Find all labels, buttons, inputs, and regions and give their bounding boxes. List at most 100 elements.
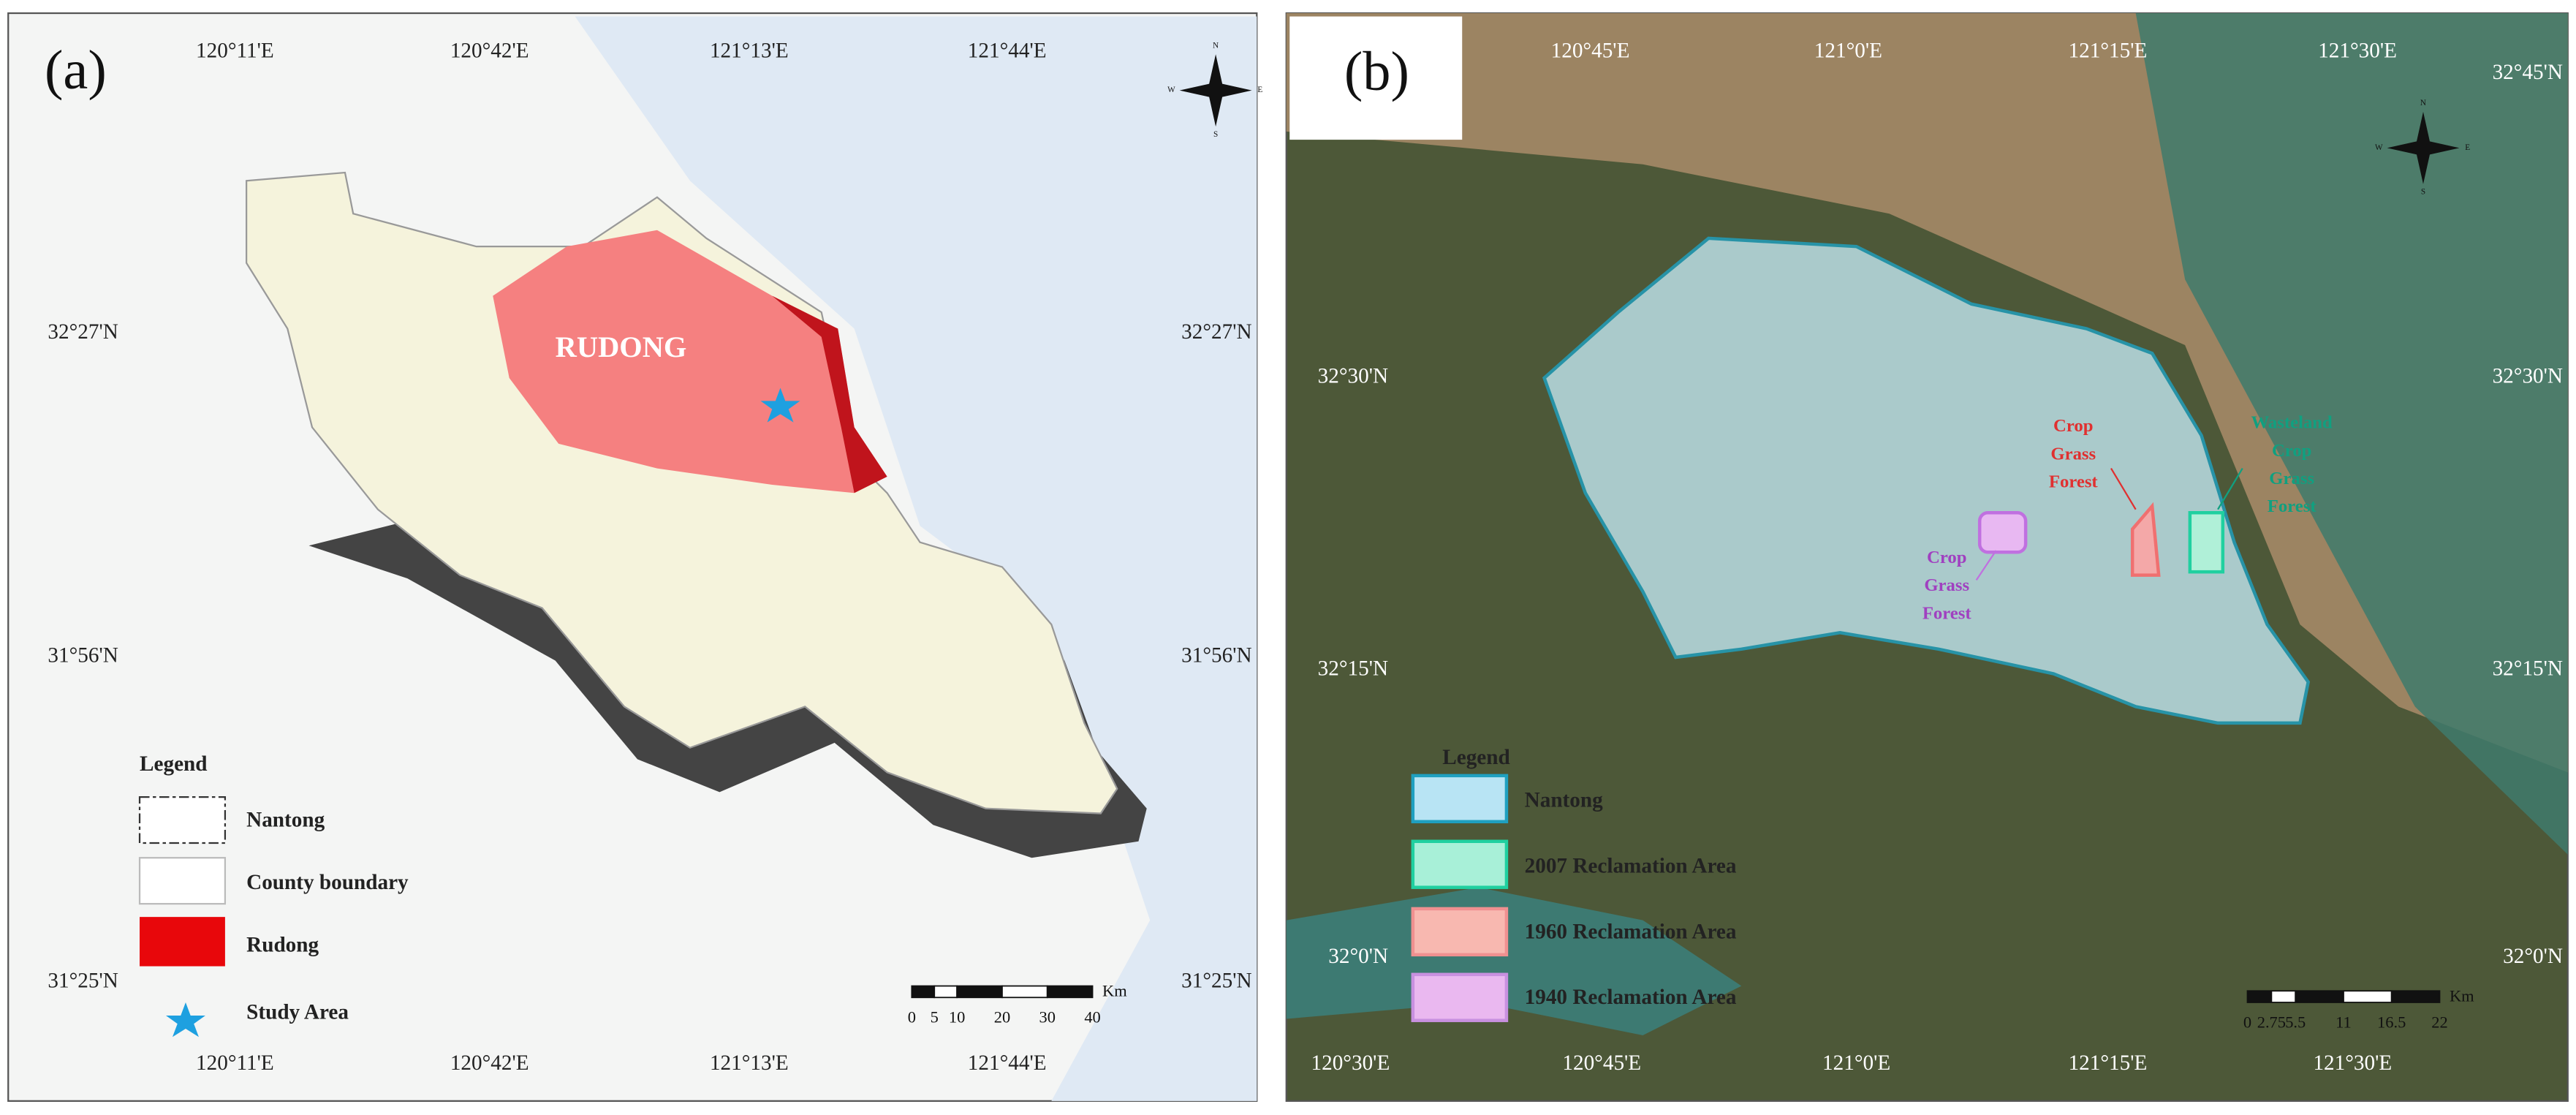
scale-segment — [2295, 990, 2344, 1003]
reclamation-1960 — [2130, 502, 2161, 577]
coord-label: 121°30'E — [2313, 1051, 2392, 1075]
coord-label: 32°15'N — [2493, 657, 2563, 681]
coord-label: 32°27'N — [1181, 320, 1251, 344]
compass-letter: N — [2420, 99, 2426, 107]
scale-segment — [1046, 985, 1094, 999]
coord-label: 32°45'N — [2493, 61, 2563, 84]
legend-swatch — [1411, 972, 1509, 1022]
scale-label: 16.5 — [2377, 1013, 2406, 1031]
annotation: Grass — [2269, 469, 2314, 488]
legend-item: Nantong — [1525, 789, 1604, 812]
legend-item: County boundary — [246, 871, 409, 894]
coord-label: 121°15'E — [2069, 39, 2148, 63]
sea — [2135, 13, 2568, 855]
scale-segment — [911, 985, 936, 999]
compass-letter: S — [1213, 130, 1218, 139]
legend-item: 1940 Reclamation Area — [1525, 986, 1737, 1009]
annotation: Grass — [1924, 575, 1969, 595]
scale-segment — [2246, 990, 2273, 1003]
scale-unit: Km — [1102, 982, 1127, 1000]
panel-label-box — [1289, 16, 1463, 140]
coord-label: 32°0'N — [2503, 945, 2563, 968]
compass — [2387, 111, 2460, 184]
annotation: Crop — [1927, 548, 1966, 567]
coord-label: 121°44'E — [968, 39, 1047, 63]
coord-label: 31°25'N — [48, 970, 118, 993]
coord-label: 31°25'N — [1181, 970, 1251, 993]
scale-unit: Km — [2450, 986, 2474, 1005]
study-area — [760, 388, 800, 423]
scale-label: 11 — [2336, 1013, 2352, 1031]
legend-item: 2007 Reclamation Area — [1525, 854, 1737, 877]
legend-item: Rudong — [246, 933, 319, 956]
reclamation-1940 — [1977, 511, 2028, 554]
legend-swatch — [165, 1002, 205, 1037]
scale-segment — [2343, 990, 2393, 1003]
coord-label: 121°13'E — [710, 1051, 789, 1075]
coord-label: 32°0'N — [1328, 945, 1388, 968]
legend-item: Nantong — [246, 808, 325, 831]
coord-label: 121°44'E — [968, 1051, 1047, 1075]
scale-segment — [2270, 990, 2297, 1003]
sea — [575, 16, 1257, 1101]
scale-segment — [1001, 985, 1048, 999]
legend-title: Legend — [1442, 746, 1510, 769]
compass-letter: W — [2375, 143, 2383, 152]
legend-swatch — [138, 857, 227, 905]
coord-label: 121°0'E — [1822, 1051, 1890, 1075]
compass-letter: N — [1213, 42, 1219, 50]
panel-label: (b) — [1344, 40, 1409, 102]
reclamation-2007 — [2188, 511, 2225, 574]
nantong-region — [1542, 236, 2311, 725]
legend-swatch — [138, 795, 227, 844]
coord-label: 31°56'N — [1181, 644, 1251, 668]
annotation: Crop — [2053, 416, 2093, 436]
scale-label: 30 — [1039, 1008, 1056, 1027]
annotation: Forest — [2049, 472, 2099, 491]
legend-swatch — [1411, 907, 1509, 957]
scale-label: 22 — [2431, 1013, 2447, 1031]
coord-label: 120°11'E — [196, 39, 274, 63]
nantong-land — [245, 171, 1118, 814]
coord-label: 121°30'E — [2318, 39, 2397, 63]
river — [1286, 887, 1742, 1035]
legend-title: Legend — [140, 752, 208, 776]
scale-label: 2.75 — [2257, 1013, 2286, 1031]
leader — [2110, 467, 2137, 510]
coord-label: 121°15'E — [2069, 1051, 2148, 1075]
compass-letter: E — [1257, 86, 1262, 94]
coord-label: 120°42'E — [450, 1051, 529, 1075]
region-label: RUDONG — [556, 330, 687, 363]
scale-label: 5.5 — [2285, 1013, 2306, 1031]
panel-label: (a) — [45, 39, 107, 101]
coord-label: 120°42'E — [450, 39, 529, 63]
scale-label: 5 — [931, 1008, 939, 1027]
scale-label: 0 — [2243, 1013, 2251, 1031]
rudong-coast — [772, 295, 887, 494]
compass-letter: E — [2465, 143, 2470, 152]
coord-label: 120°45'E — [1551, 39, 1630, 63]
coord-label: 32°30'N — [1318, 365, 1388, 388]
rudong — [493, 230, 887, 494]
coord-label: 121°0'E — [1814, 39, 1882, 63]
annotation: Forest — [1922, 603, 1972, 623]
scale-label: 0 — [908, 1008, 916, 1027]
legend-swatch — [140, 917, 225, 967]
scale-segment — [2390, 990, 2441, 1003]
coord-label: 120°45'E — [1562, 1051, 1641, 1075]
scale-label: 10 — [949, 1008, 965, 1027]
annotation: Grass — [2050, 444, 2096, 464]
coord-label: 120°30'E — [1311, 1051, 1390, 1075]
coord-label: 120°11'E — [196, 1051, 274, 1075]
coord-label: 121°13'E — [710, 39, 789, 63]
scale-label: 20 — [994, 1008, 1010, 1027]
annotation: Crop — [2272, 441, 2311, 461]
legend-item: Study Area — [246, 1000, 349, 1024]
compass-letter: S — [2421, 188, 2425, 197]
scale-label: 40 — [1084, 1008, 1100, 1027]
annotation: Wasteland — [2251, 413, 2333, 433]
scale-segment — [956, 985, 1003, 999]
scale-segment — [933, 985, 958, 999]
